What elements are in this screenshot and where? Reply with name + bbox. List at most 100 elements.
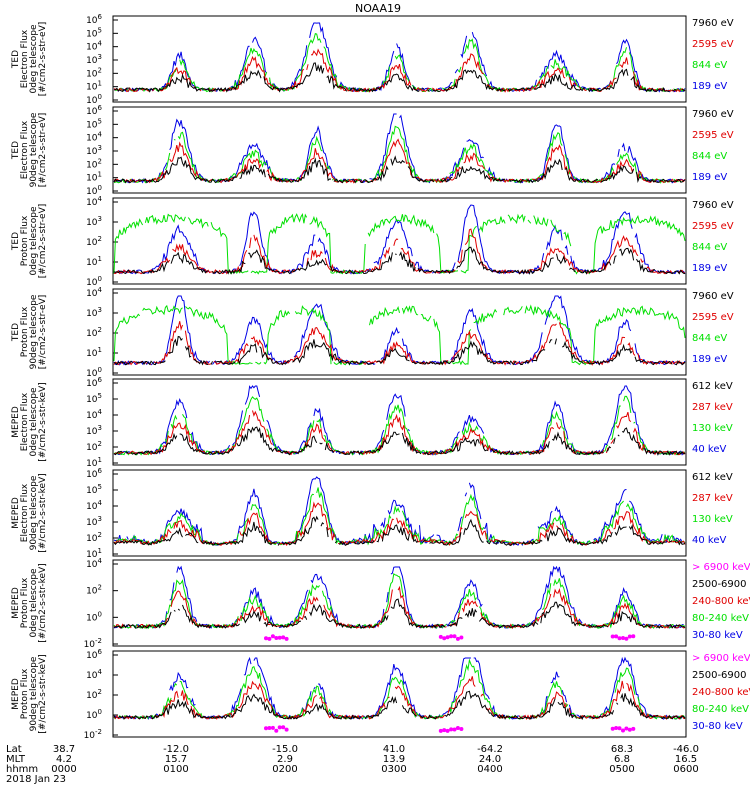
y-tick-label: 10-2: [84, 728, 102, 741]
y-tick-label: 105: [86, 392, 102, 405]
legend-entry: 30-80 keV: [692, 721, 743, 732]
y-tick-label: 102: [86, 531, 102, 544]
series-line-black: [113, 246, 686, 275]
y-tick-label: 105: [86, 483, 102, 496]
y-axis-label: [#/cm2-s-str-keV]: [38, 382, 48, 461]
x-label-lat: -64.2: [477, 744, 503, 755]
x-label-lat: 38.7: [53, 744, 75, 755]
y-axis-label: 90deg telescope: [29, 112, 39, 187]
legend-entry: 7960 eV: [692, 200, 734, 211]
y-axis-label: Electron Flux: [20, 483, 30, 542]
y-tick-label: 100: [86, 610, 102, 623]
y-tick-label: 103: [86, 144, 102, 157]
legend-entry: 40 keV: [692, 535, 726, 546]
y-tick-label: 103: [86, 515, 102, 528]
legend-entry: 844 eV: [692, 60, 727, 71]
y-axis-label: [#/cm2-s-str-eV]: [38, 204, 48, 279]
y-axis-label: MEPED: [11, 406, 21, 438]
x-label-lat: -46.0: [673, 744, 699, 755]
legend-entry: 189 eV: [692, 172, 727, 183]
series-point-magenta: [442, 728, 447, 733]
y-axis-label: [#/cm2-s-str-keV]: [38, 473, 48, 552]
y-tick-label: 101: [86, 80, 102, 93]
series-point-magenta: [274, 636, 279, 640]
y-tick-label: 103: [86, 53, 102, 66]
y-axis-label: [#/cm2-s-str-eV]: [38, 22, 48, 97]
legend-entry: > 6900 keV: [692, 562, 750, 573]
x-label-mlt: 15.7: [165, 754, 187, 765]
x-label-hhmm: 0200: [272, 764, 297, 775]
series-point-magenta: [617, 636, 622, 641]
legend-entry: 189 eV: [692, 81, 727, 92]
y-tick-label: 101: [86, 171, 102, 184]
y-axis-label: [#/cm2-s-str-keV]: [38, 563, 48, 642]
xaxis-row-label-mlt: MLT: [6, 754, 26, 765]
legend-entry: 612 keV: [692, 381, 733, 392]
plot-frame: [112, 469, 687, 557]
legend-entry: 40 keV: [692, 444, 726, 455]
series-point-magenta: [631, 634, 636, 639]
series-line-green: [115, 32, 686, 93]
x-label-hhmm: 0000: [51, 764, 76, 775]
y-tick-label: 102: [86, 584, 102, 597]
x-label-hhmm: 0400: [477, 764, 502, 775]
series-point-magenta: [267, 726, 272, 730]
y-tick-label: 104: [86, 499, 102, 512]
series-line-black: [113, 426, 686, 456]
series-point-magenta: [452, 727, 457, 732]
series-line-blue: [113, 204, 686, 275]
series-point-magenta: [445, 728, 450, 733]
xaxis-row-label-hhmm: hhmm: [6, 764, 38, 775]
y-tick-label: 104: [86, 408, 102, 421]
y-axis-label: Proton Flux: [20, 215, 30, 266]
y-tick-label: 104: [86, 40, 102, 53]
series-point-magenta: [438, 634, 443, 639]
y-axis-label: 0deg telescope: [29, 387, 39, 457]
y-axis-label: TED: [11, 323, 21, 342]
legend-entry: 2595 eV: [692, 312, 734, 323]
y-axis-label: Electron Flux: [20, 29, 30, 88]
series-point-magenta: [617, 726, 622, 731]
series-point-magenta: [452, 634, 457, 639]
legend-entry: 2595 eV: [692, 221, 734, 232]
series-line-blue: [113, 385, 686, 456]
plot-frame: [112, 378, 687, 466]
legend-entry: 189 eV: [692, 263, 727, 274]
y-tick-label: 105: [86, 26, 102, 39]
series-point-magenta: [455, 726, 460, 730]
plot-frame: [112, 559, 687, 647]
series-point-magenta: [438, 728, 443, 733]
y-axis-label: 90deg telescope: [29, 294, 39, 369]
series-line-green: [113, 573, 686, 630]
series-line-green: [113, 212, 686, 275]
series-point-magenta: [442, 636, 447, 641]
y-tick-label: 105: [86, 117, 102, 130]
y-tick-label: 104: [86, 131, 102, 144]
y-tick-label: 102: [86, 157, 102, 170]
y-axis-label: TED: [11, 141, 21, 160]
legend-entry: 844 eV: [692, 242, 727, 253]
plot-frame: [112, 197, 687, 285]
legend-entry: 844 eV: [692, 333, 727, 344]
legend-entry: 130 keV: [692, 514, 733, 525]
x-label-lat: -12.0: [163, 744, 189, 755]
y-axis-label: [#/cm2-s-str-keV]: [38, 654, 48, 733]
legend-entry: 287 keV: [692, 402, 733, 413]
chart-title: NOAA19: [355, 2, 401, 15]
x-label-mlt: 16.5: [675, 754, 697, 765]
y-tick-label: 106: [86, 13, 102, 26]
series-point-magenta: [264, 636, 268, 641]
y-axis-label: Proton Flux: [20, 577, 30, 628]
series-line-black: [113, 598, 686, 629]
series-point-magenta: [270, 725, 275, 730]
y-tick-label: 100: [86, 708, 102, 721]
y-tick-label: 104: [86, 668, 102, 681]
plot-frame: [112, 288, 687, 376]
xaxis-row-label-lat: Lat: [6, 744, 22, 755]
legend-entry: 612 keV: [692, 472, 733, 483]
x-label-lat: 41.0: [383, 744, 405, 755]
legend-entry: 2595 eV: [692, 130, 734, 141]
